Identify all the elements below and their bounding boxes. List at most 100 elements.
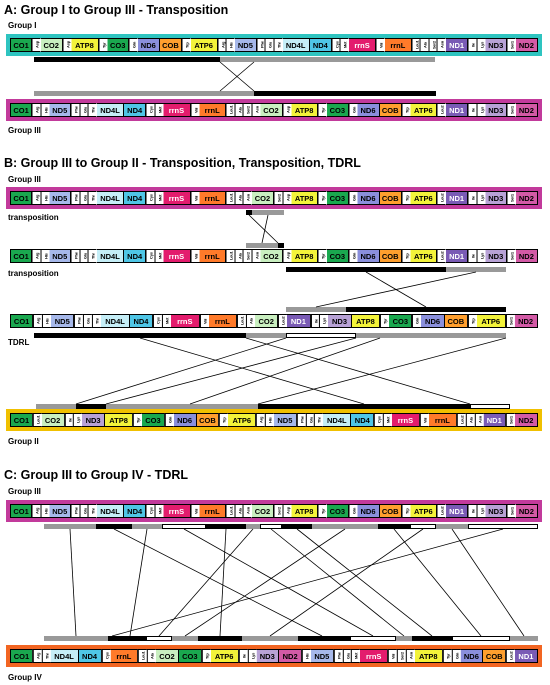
gene-leu1: Leu1 [226,103,235,117]
gene-thr: Thr [92,314,102,328]
gene-atp8: ATP8 [105,413,134,427]
gene-asp: Asp [282,103,292,117]
gene-nd4: ND4 [129,314,154,328]
gene-nd6: ND6 [137,38,160,52]
gene-ile: Ile [468,504,477,518]
gene-rrns: rrnS [360,649,389,663]
gene-nd6: ND6 [357,103,380,117]
gene-leu2: Leu2 [437,103,446,117]
gene-co2: CO2 [255,314,279,328]
gene-nd4l: ND4L [282,38,310,52]
gene-rrnl: rrnL [199,504,227,518]
gene-nd2: ND2 [515,191,538,205]
group-i-frame [6,34,542,56]
gene-ala: Ala [465,413,475,427]
block-bar [278,243,284,248]
gene-asn: Asn [251,249,261,263]
connector-line [270,528,405,637]
gene-leu1: Leu1 [32,413,42,427]
block-bar [44,524,96,529]
gene-rrns: rrnS [163,103,191,117]
connector-line [393,528,482,637]
gene-nd5: ND5 [51,314,75,328]
label-group-iii-c: Group III [8,487,41,496]
gene-thr: Thr [88,249,97,263]
gene-co2: CO2 [260,103,283,117]
block-bar [36,404,76,409]
gene-co1: CO1 [10,413,33,427]
gene-ser2: Ser2 [243,249,252,263]
gene-tyr: Tyr [133,413,142,427]
gene-cys: Cys [101,649,111,663]
gene-ile: Ile [468,103,477,117]
gene-trp: Trp [467,314,477,328]
gene-nd3: ND3 [328,314,352,328]
gene-rrns: rrnS [348,38,377,52]
block-bar [356,333,506,338]
gene-rrns: rrnS [163,191,191,205]
connector-line [269,528,424,637]
gene-val: Val [190,249,200,263]
gene-nd1: ND1 [446,38,469,52]
connector-line [129,528,148,637]
gene-atp6: ATP6 [410,249,438,263]
block-bar [246,333,286,338]
gene-thr: Thr [273,38,283,52]
gene-nd2: ND2 [279,649,303,663]
gene-co3: CO3 [326,191,349,205]
gene-asp: Asp [282,504,292,518]
gene-met: Met [154,504,164,518]
connector-line [184,528,346,637]
gene-nd1: ND1 [446,249,469,263]
gene-lys: Lys [476,504,486,518]
gene-gln: Gln [348,103,358,117]
gene-gln: Gln [348,191,358,205]
gene-rrns: rrnS [163,249,191,263]
gene-nd5: ND5 [49,103,72,117]
group-ii-frame [6,409,542,431]
gene-gln: Gln [164,413,174,427]
gene-leu2: Leu2 [437,191,446,205]
gene-leu2: Leu2 [437,249,446,263]
gene-atp6: ATP6 [410,103,438,117]
block-bar [34,333,246,338]
gene-ser2: Ser2 [273,504,283,518]
gene-ala: Ala [420,38,429,52]
gene-atp6: ATP6 [476,314,506,328]
gene-nd4l: ND4L [101,314,130,328]
block-bar [286,267,446,272]
gene-met: Met [154,103,164,117]
gene-rrnl: rrnL [199,103,227,117]
gene-atp8: ATP8 [291,191,319,205]
gene-nd4: ND4 [351,413,375,427]
gene-arg: Arg [32,649,42,663]
gene-rrnl: rrnL [428,413,457,427]
gene-atp8: ATP8 [414,649,443,663]
connector-line [296,528,433,637]
gene-tyr: Tyr [380,314,390,328]
gene-map-group-iii-a: CO1 Arg His ND5 Phe Glu Thr ND4L ND4 Cys Met rrnS Va… [10,103,538,117]
gene-nd4l: ND4L [323,413,352,427]
connector-line [139,337,365,405]
block-bar [346,307,506,312]
gene-ala: Ala [246,314,256,328]
connector-line [158,528,254,637]
gene-nd5: ND5 [234,38,257,52]
block-bar [252,210,284,215]
gene-nd6: ND6 [357,191,380,205]
gene-met: Met [162,314,171,328]
block-bar [172,636,198,641]
gene-nd3: ND3 [485,191,508,205]
gene-map-transposition-2: CO1 Arg His ND5 Phe Glu Thr ND4L ND4 Cys Met rrnS Va… [10,314,538,328]
gene-cys: Cys [153,314,163,328]
gene-nd6: ND6 [460,649,484,663]
block-bar [378,524,410,529]
gene-arg: Arg [256,413,266,427]
gene-lys: Lys [73,413,83,427]
gene-leu2: Leu2 [456,413,466,427]
gene-ser1: Ser1 [505,314,515,328]
gene-tyr: Tyr [318,103,327,117]
block-bar [44,636,108,641]
gene-phe: Phe [296,413,306,427]
gene-cob: COB [483,649,507,663]
